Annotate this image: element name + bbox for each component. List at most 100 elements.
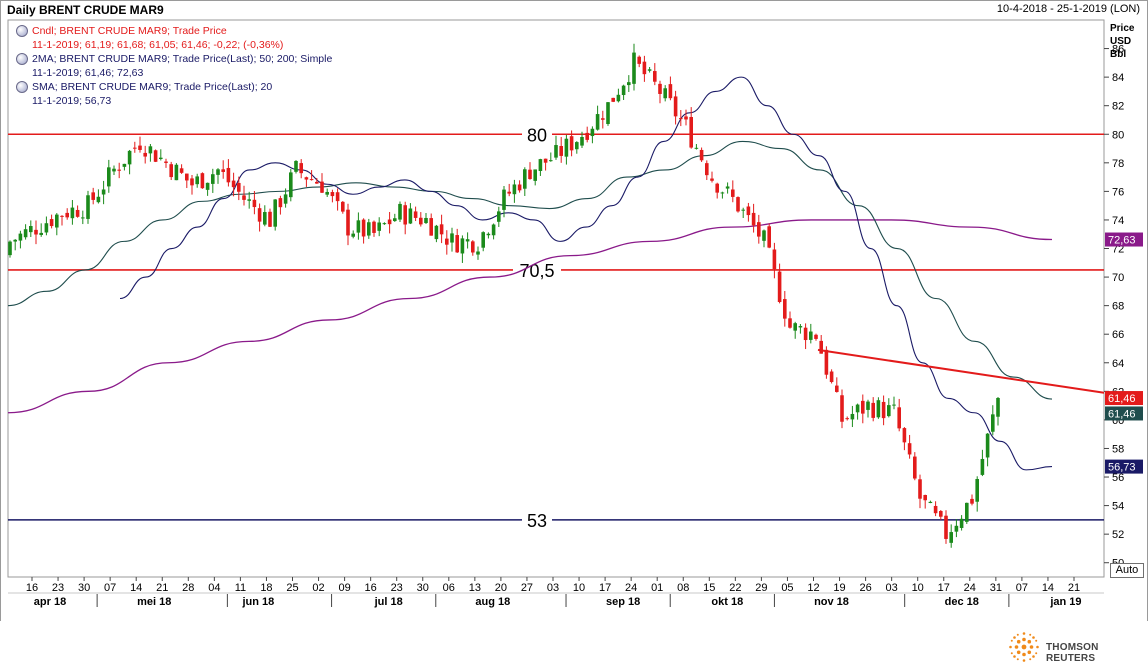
- x-tick-label: 24: [964, 582, 976, 594]
- candle-body: [226, 167, 231, 183]
- candle-body: [268, 211, 272, 227]
- legend-sma-row[interactable]: SMA; BRENT CRUDE MAR9; Trade Price(Last)…: [16, 80, 332, 94]
- price-chart[interactable]: 5052545658606264666870727476788082848616…: [0, 0, 1148, 620]
- candle-body: [387, 219, 392, 225]
- month-label: sep 18: [606, 596, 640, 608]
- y-tick-label: 76: [1112, 186, 1124, 198]
- y-tick-label: 64: [1112, 358, 1124, 370]
- candle-body: [751, 212, 756, 226]
- candle-body: [705, 163, 709, 176]
- candle-body: [876, 400, 881, 418]
- x-tick-label: 31: [990, 582, 1002, 594]
- chart-title: Daily BRENT CRUDE MAR9: [7, 3, 164, 17]
- candle-body: [538, 159, 543, 171]
- x-tick-label: 07: [1016, 582, 1028, 594]
- candle-body: [497, 211, 501, 222]
- month-label: dec 18: [945, 596, 979, 608]
- x-tick-label: 10: [573, 582, 585, 594]
- candle-body: [928, 501, 933, 504]
- candle-body: [460, 238, 465, 254]
- candle-body: [309, 179, 314, 181]
- y-tick-label: 70: [1112, 272, 1124, 284]
- candle-body: [351, 233, 355, 237]
- candle-body: [564, 138, 569, 157]
- candle-body: [247, 199, 251, 201]
- candle-body: [850, 413, 855, 420]
- candle-body: [205, 182, 210, 190]
- month-label: jun 18: [242, 596, 275, 608]
- candle-body: [325, 191, 329, 195]
- x-tick-label: 12: [807, 582, 819, 594]
- x-tick-label: 26: [859, 582, 871, 594]
- candle-body: [601, 118, 605, 120]
- candle-body: [569, 136, 574, 151]
- last-value-label: 61,46: [1108, 393, 1136, 405]
- candle-body: [367, 222, 371, 236]
- candle-body: [985, 433, 990, 458]
- candle-body: [772, 249, 777, 270]
- candle-body: [335, 192, 340, 202]
- candle-body: [954, 525, 959, 532]
- y-tick-label: 80: [1112, 129, 1124, 141]
- ma200-line: [7, 219, 1053, 414]
- candle-body: [595, 114, 600, 130]
- candle-body: [75, 209, 80, 217]
- candle-body: [169, 164, 173, 178]
- y-tick-label: 78: [1112, 158, 1124, 170]
- legend-candle-row[interactable]: Cndl; BRENT CRUDE MAR9; Trade Price: [16, 24, 332, 38]
- candle-body: [122, 163, 127, 167]
- candle-body: [304, 177, 309, 180]
- candle-body: [294, 160, 298, 172]
- indicator-settings-icon[interactable]: [16, 53, 28, 65]
- candle-body: [684, 116, 688, 120]
- candle-body: [699, 149, 704, 161]
- candle-body: [783, 299, 787, 319]
- candle-body: [382, 223, 387, 225]
- candle-body: [185, 173, 189, 181]
- candle-body: [190, 178, 194, 186]
- candle-body: [944, 515, 948, 539]
- x-tick-label: 21: [1068, 582, 1080, 594]
- indicator-settings-icon[interactable]: [16, 81, 28, 93]
- x-tick-label: 09: [338, 582, 350, 594]
- candle-body: [642, 61, 647, 75]
- y-tick-label: 84: [1112, 72, 1124, 84]
- legend-2ma-values: 11-1-2019; 61,46; 72,63: [32, 67, 144, 79]
- candle-body: [694, 147, 699, 149]
- x-tick-label: 23: [391, 582, 403, 594]
- axis-header-currency: USD: [1110, 36, 1132, 47]
- y-tick-label: 82: [1112, 101, 1124, 113]
- month-label: okt 18: [711, 596, 743, 608]
- candle-body: [616, 94, 621, 102]
- axis-header-price: Price: [1110, 23, 1135, 34]
- candle-body: [439, 224, 444, 235]
- candle-body: [824, 349, 829, 375]
- x-tick-label: 30: [417, 582, 429, 594]
- auto-scale-button[interactable]: Auto: [1110, 563, 1144, 578]
- candle-body: [424, 217, 428, 224]
- indicator-settings-icon[interactable]: [16, 25, 28, 37]
- legend-candle-values: 11-1-2019; 61,19; 61,68; 61,05; 61,46; -…: [32, 39, 284, 51]
- x-tick-label: 15: [703, 582, 715, 594]
- candle-body: [101, 189, 106, 195]
- candle-body: [471, 241, 475, 253]
- x-tick-label: 08: [677, 582, 689, 594]
- candle-body: [554, 145, 558, 158]
- level-label-bg: [513, 259, 561, 280]
- candle-body: [777, 271, 782, 303]
- candle-body: [762, 230, 766, 241]
- candle-body: [725, 186, 730, 189]
- x-tick-label: 14: [1042, 582, 1054, 594]
- x-tick-label: 28: [182, 582, 194, 594]
- legend-2ma-row[interactable]: 2MA; BRENT CRUDE MAR9; Trade Price(Last)…: [16, 52, 332, 66]
- candle-body: [148, 146, 153, 154]
- candle-body: [933, 505, 938, 514]
- last-value-tag: [1105, 391, 1143, 406]
- candle-body: [907, 443, 912, 455]
- candle-body: [611, 97, 615, 102]
- candle-body: [283, 194, 288, 204]
- x-tick-label: 23: [52, 582, 64, 594]
- candle-body: [710, 178, 714, 181]
- legend-sma-values: 11-1-2019; 56,73: [32, 95, 112, 107]
- axis-header-unit: Bbl: [1110, 49, 1127, 60]
